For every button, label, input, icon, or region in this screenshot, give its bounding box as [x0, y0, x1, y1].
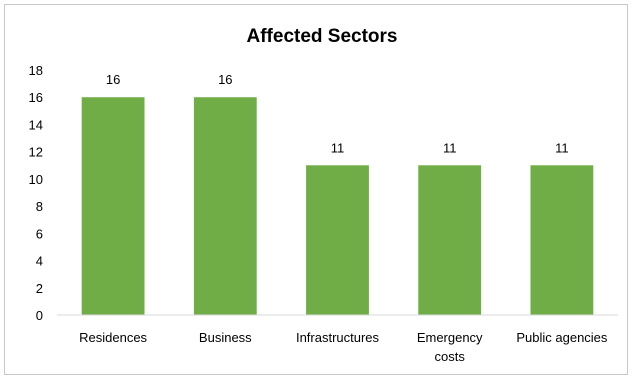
y-tick-label: 12 — [29, 145, 43, 160]
x-tick-label: Business — [199, 330, 252, 345]
bar — [193, 97, 257, 315]
y-tick-label: 6 — [36, 226, 43, 241]
y-tick-label: 18 — [29, 63, 43, 78]
bar — [418, 165, 482, 315]
data-label: 11 — [331, 140, 345, 155]
y-tick-label: 2 — [36, 281, 43, 296]
y-tick-label: 0 — [36, 308, 43, 323]
x-tick-label: Residences — [79, 330, 147, 345]
y-tick-label: 10 — [29, 172, 43, 187]
x-tick-label: costs — [435, 349, 466, 364]
y-tick-label: 8 — [36, 199, 43, 214]
data-labels: 16 16 11 11 11 — [106, 72, 569, 155]
bar — [81, 97, 145, 315]
y-axis: 0 2 4 6 8 10 12 14 16 18 — [29, 63, 43, 323]
data-label: 11 — [443, 140, 457, 155]
y-tick-label: 16 — [29, 90, 43, 105]
x-tick-label: Infrastructures — [296, 330, 380, 345]
bar — [530, 165, 594, 315]
bar — [306, 165, 369, 315]
x-axis: Residences Business Infrastructures Emergen… — [57, 314, 618, 364]
data-label: 16 — [218, 72, 232, 87]
bars — [81, 97, 594, 315]
y-tick-label: 14 — [29, 117, 43, 132]
x-tick-label: Emergency — [417, 330, 483, 345]
data-label: 11 — [555, 140, 569, 155]
chart-title: Affected Sectors — [247, 26, 398, 47]
data-label: 16 — [106, 72, 120, 87]
x-tick-label: Public agencies — [516, 330, 608, 345]
y-tick-label: 4 — [36, 254, 43, 269]
